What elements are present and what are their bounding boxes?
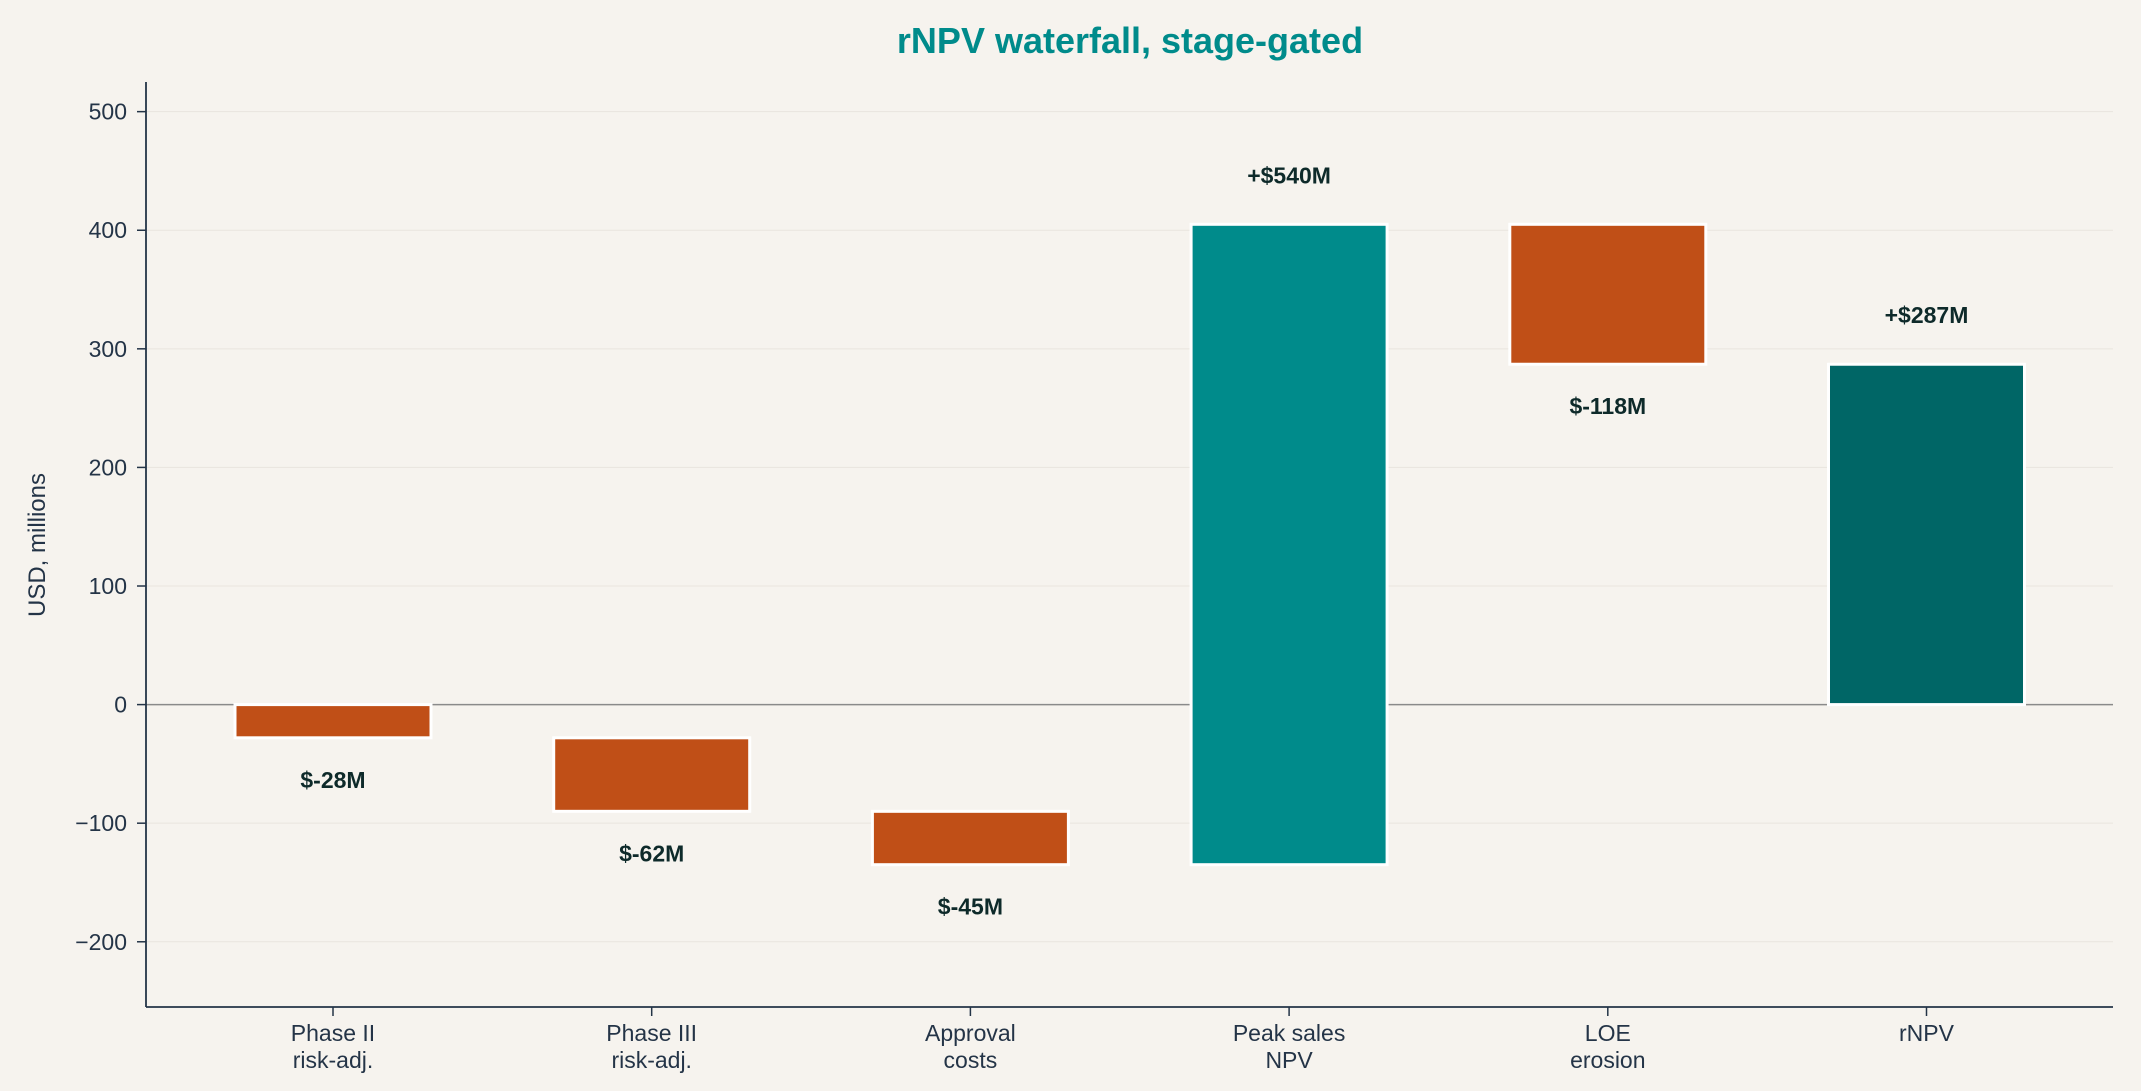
chart-title: rNPV waterfall, stage-gated	[897, 20, 1363, 61]
x-tick-label: rNPV	[1899, 1020, 1955, 1046]
y-tick-label: 400	[89, 217, 127, 243]
bar-4	[1189, 222, 1389, 867]
y-axis-ticks: 500 400 300 200 100 0 −100 −200	[75, 99, 146, 955]
data-label: $-118M	[1569, 393, 1646, 419]
y-tick-label: 100	[89, 573, 127, 599]
bar-2	[552, 736, 752, 813]
y-tick-label: −100	[75, 810, 127, 836]
bar-3	[870, 809, 1070, 867]
gridlines	[146, 111, 2113, 943]
y-tick-label: −200	[75, 929, 127, 955]
y-tick-label: 500	[89, 99, 127, 125]
data-label: $-28M	[300, 767, 365, 793]
x-tick-label: Peak sales NPV	[1233, 1020, 1346, 1073]
y-tick-label: 0	[114, 692, 127, 718]
y-tick-label: 300	[89, 336, 127, 362]
data-labels: $-28M $-62M $-45M +$540M $-118M +$287M	[300, 162, 1968, 919]
data-label: $-45M	[938, 894, 1003, 920]
x-tick-label: Approval costs	[925, 1020, 1016, 1073]
data-label: +$540M	[1247, 162, 1331, 188]
bar-6	[1827, 362, 2026, 707]
y-tick-label: 200	[89, 454, 127, 480]
x-tick-label: Phase II risk-adj.	[291, 1020, 375, 1073]
x-tick-label: Phase III risk-adj.	[606, 1020, 697, 1073]
data-label: $-62M	[619, 840, 684, 866]
bar-5	[1508, 222, 1708, 366]
x-tick-label: LOE erosion	[1570, 1020, 1645, 1073]
bars	[233, 222, 2026, 867]
bar-1	[233, 703, 433, 740]
x-axis-ticks: Phase II risk-adj. Phase III risk-adj. Appro…	[291, 1007, 1955, 1073]
data-label: +$287M	[1885, 302, 1969, 328]
y-axis-label: USD, millions	[24, 473, 51, 617]
